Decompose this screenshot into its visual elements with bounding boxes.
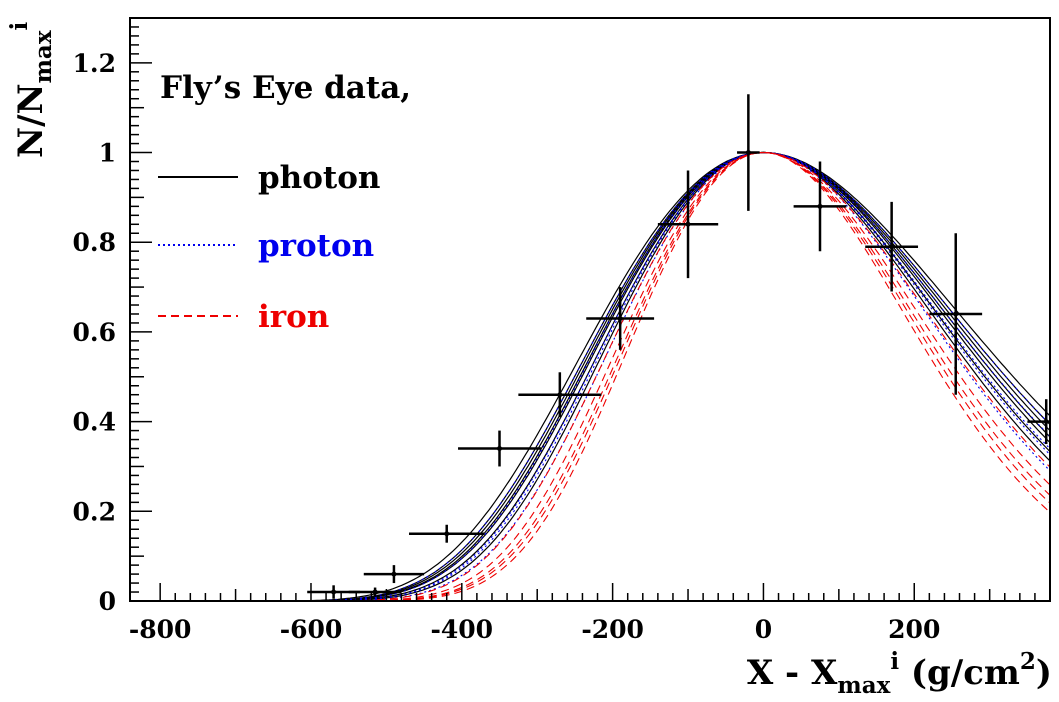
y-tick-label: 1.2 xyxy=(73,49,117,78)
data-point-9 xyxy=(793,161,847,252)
x-tick-label: -400 xyxy=(431,615,494,644)
data-point-layer xyxy=(307,94,1050,599)
curve-proton-3 xyxy=(130,151,1050,601)
curve-proton-2 xyxy=(130,151,1050,601)
legend-label-proton: proton xyxy=(258,228,374,264)
y-tick-label: 0.6 xyxy=(73,318,117,347)
curve-photon-4 xyxy=(130,151,1050,601)
y-tick-label: 1 xyxy=(99,139,116,168)
curve-iron-2 xyxy=(130,151,1050,601)
data-point-3 xyxy=(409,524,485,543)
legend: Fly’s Eye data, photon proton iron xyxy=(158,70,411,335)
data-point-11 xyxy=(929,233,983,395)
y-axis-title: N/Nmaxi xyxy=(6,21,57,158)
data-point-8 xyxy=(737,94,760,211)
curve-iron-0 xyxy=(130,151,1050,601)
data-point-2 xyxy=(363,565,425,584)
curve-proton-4 xyxy=(130,151,1050,601)
curve-iron-3 xyxy=(130,151,1050,601)
curve-photon-6 xyxy=(130,151,1050,601)
x-tick-label: -600 xyxy=(280,615,343,644)
curve-photon-2 xyxy=(130,151,1050,601)
curve-iron-4 xyxy=(130,151,1050,601)
x-axis-title: X - Xmaxi (g/cm2) xyxy=(747,648,1052,699)
curve-photon-0 xyxy=(130,151,1050,601)
data-point-4 xyxy=(458,430,541,467)
y-tick-label: 0.2 xyxy=(73,497,117,526)
y-axis: 0 0.2 0.4 0.6 0.8 1 1.2 xyxy=(73,17,152,616)
legend-label-photon: photon xyxy=(258,160,380,196)
curve-proton-1 xyxy=(130,151,1050,601)
x-axis: -800 -600 -400 -200 0 200 xyxy=(129,583,1036,644)
curve-photon-5 xyxy=(130,151,1050,601)
legend-header: Fly’s Eye data, xyxy=(160,70,411,106)
data-point-10 xyxy=(865,201,919,292)
curve-photon-3 xyxy=(130,151,1050,601)
plot-frame xyxy=(129,17,1051,602)
y-tick-label: 0.8 xyxy=(73,228,117,257)
data-point-12 xyxy=(1027,399,1050,445)
y-tick-label: 0 xyxy=(99,587,116,616)
curve-layer xyxy=(130,151,1050,601)
x-tick-label: -800 xyxy=(129,615,192,644)
data-point-7 xyxy=(657,170,719,279)
x-tick-label: -200 xyxy=(581,615,644,644)
legend-label-iron: iron xyxy=(258,299,329,335)
curve-photon-1 xyxy=(130,151,1050,601)
x-tick-label: 200 xyxy=(888,615,940,644)
data-point-5 xyxy=(518,372,602,418)
x-tick-label: 0 xyxy=(755,615,772,644)
y-tick-label: 0.4 xyxy=(73,408,117,437)
data-point-1 xyxy=(348,587,402,597)
data-point-6 xyxy=(586,287,655,350)
curve-proton-0 xyxy=(130,151,1050,601)
curve-iron-1 xyxy=(130,151,1050,601)
